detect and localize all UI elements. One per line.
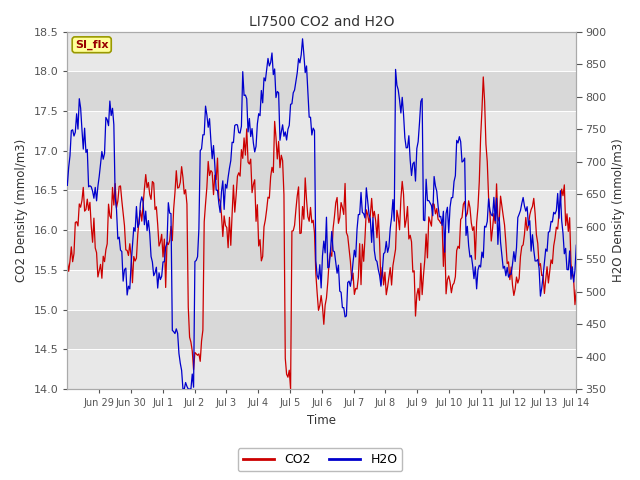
Bar xyxy=(67,32,576,71)
X-axis label: Time: Time xyxy=(307,414,336,427)
Bar xyxy=(67,230,576,270)
Y-axis label: CO2 Density (mmol/m3): CO2 Density (mmol/m3) xyxy=(15,139,28,282)
Bar xyxy=(67,191,576,230)
Text: SI_flx: SI_flx xyxy=(75,40,108,50)
Legend: CO2, H2O: CO2, H2O xyxy=(237,448,403,471)
Bar xyxy=(67,111,576,151)
Bar xyxy=(67,349,576,389)
Title: LI7500 CO2 and H2O: LI7500 CO2 and H2O xyxy=(249,15,395,29)
Bar xyxy=(67,270,576,310)
Bar xyxy=(67,151,576,191)
Bar xyxy=(67,310,576,349)
Y-axis label: H2O Density (mmol/m3): H2O Density (mmol/m3) xyxy=(612,138,625,282)
Bar xyxy=(67,71,576,111)
